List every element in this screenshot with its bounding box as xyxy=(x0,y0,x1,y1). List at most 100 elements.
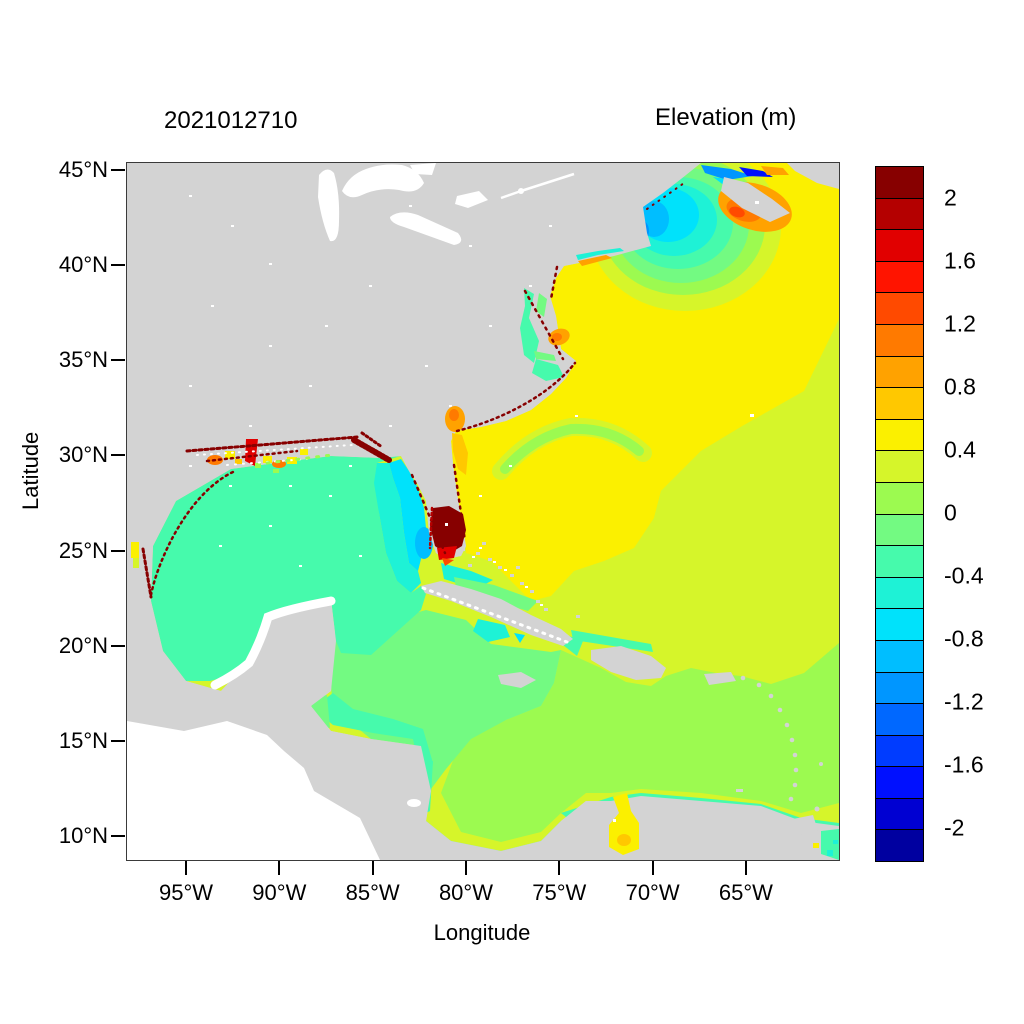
ne-florida-gold-band xyxy=(452,433,468,475)
lake-michigan xyxy=(318,169,340,242)
delaware-bay-fringe xyxy=(536,293,547,317)
colorbar-cell xyxy=(876,577,923,610)
colorbar-cell xyxy=(876,198,923,231)
gulf-stream-front-inner xyxy=(500,423,644,474)
colorbar-cell xyxy=(876,388,923,420)
caribbean-west-region xyxy=(329,610,561,789)
laguna-madre-yellow xyxy=(131,542,139,558)
lakes-and-white-features xyxy=(189,163,754,807)
coastal-speckles xyxy=(141,180,688,644)
campeche-bank-white xyxy=(210,596,336,690)
x-axis-label: Longitude xyxy=(433,920,531,945)
puerto-rico xyxy=(704,672,736,685)
y-tick-label: 40°N xyxy=(58,252,108,278)
colorbar-cell xyxy=(876,167,923,199)
coastal-detail-layer xyxy=(131,180,839,860)
nova-scotia xyxy=(721,177,790,222)
lake-maracaibo xyxy=(609,793,639,855)
colorbar-tick-label: -2 xyxy=(944,814,965,841)
pamlico-sound-fringe xyxy=(532,359,564,381)
colorbar-cell xyxy=(876,230,923,262)
y-tick-label: 25°N xyxy=(58,537,108,563)
x-tick-label: 95°W xyxy=(158,880,214,905)
y-tick-label: 20°N xyxy=(58,632,108,658)
st-lawrence-river xyxy=(500,172,575,200)
georgian-bay xyxy=(410,163,436,175)
colorbar-cell xyxy=(876,514,923,547)
sargasso-wedge xyxy=(641,425,744,553)
x-tick-mark xyxy=(278,861,281,875)
long-island-south-orange xyxy=(578,255,612,266)
outside-domain-region xyxy=(127,721,380,860)
lesser-antilles xyxy=(736,675,823,836)
colorbar-cell xyxy=(876,830,923,862)
lake-ontario xyxy=(455,191,488,208)
west-florida-shelf-turquoise xyxy=(374,463,421,593)
y-tick-mark xyxy=(111,739,125,742)
colorbar-tick-label: 0 xyxy=(944,499,957,526)
cuba-ne-spring-band xyxy=(571,630,653,652)
x-tick-label: 65°W xyxy=(718,880,773,905)
gulf-of-paria-band xyxy=(821,829,839,860)
x-tick-label: 80°W xyxy=(438,880,493,905)
colorbar-cell xyxy=(876,640,923,673)
tobago xyxy=(814,806,820,812)
colorbar-cell xyxy=(876,419,923,452)
colorbar-cell xyxy=(876,704,923,736)
gulf-of-mexico-region xyxy=(151,456,426,681)
south-florida-darkred-blob xyxy=(430,506,466,555)
colorbar xyxy=(875,166,924,862)
bahamas xyxy=(461,542,580,618)
colorbar-cell xyxy=(876,767,923,799)
turks-and-caicos xyxy=(576,615,580,618)
albemarle-fringe xyxy=(534,351,556,361)
lake-nicaragua xyxy=(407,799,421,807)
colorbar-tick-label: -0.8 xyxy=(944,625,984,652)
colorbar-cell xyxy=(876,324,923,357)
colorbar-cell xyxy=(876,546,923,578)
x-tick-mark xyxy=(558,861,561,875)
colorbar-title: Elevation (m) xyxy=(655,104,797,131)
colorbar-cell xyxy=(876,261,923,294)
continent-land-mask xyxy=(127,163,839,860)
x-tick-label: 85°W xyxy=(345,880,400,905)
x-tick-label: 75°W xyxy=(532,880,587,905)
small-inland-lakes xyxy=(189,195,578,567)
trinidad xyxy=(793,815,818,836)
plot-timestamp-title: 2021012710 xyxy=(164,107,298,134)
x-tick-label: 70°W xyxy=(625,880,680,905)
y-tick-mark xyxy=(111,169,125,171)
x-tick-mark xyxy=(464,861,467,875)
y-tick-label: 15°N xyxy=(58,727,108,753)
x-tick-label: 90°W xyxy=(252,880,307,905)
south-florida-red-fringe xyxy=(437,546,457,560)
x-tick-mark xyxy=(651,861,654,875)
hispaniola xyxy=(591,646,666,680)
honduras-coastal-band xyxy=(313,693,433,791)
river-junction xyxy=(518,188,524,194)
bermuda-speck xyxy=(750,414,754,417)
cuba-south-cyan-spot xyxy=(514,633,525,643)
newfoundland-corner xyxy=(787,163,839,189)
jamaica xyxy=(498,672,536,688)
colorbar-tick-label: 0.4 xyxy=(944,436,976,463)
chesapeake-bay-fringe xyxy=(520,288,539,363)
y-tick-mark xyxy=(111,644,125,647)
cuba-north-green-patch xyxy=(454,577,538,611)
colorbar-tick-label: 0.8 xyxy=(944,373,976,400)
y-tick-label: 10°N xyxy=(58,823,108,849)
colorbar-cell xyxy=(876,735,923,768)
cape-breton-orange-wedge xyxy=(761,166,789,175)
colorbar-cell xyxy=(876,356,923,389)
colorbar-cell xyxy=(876,482,923,515)
lake-erie xyxy=(390,212,462,245)
x-tick-mark xyxy=(185,861,188,875)
caribbean-east-region xyxy=(441,643,839,842)
barbados xyxy=(819,762,823,766)
colorbar-tick-label: 1.2 xyxy=(944,310,976,337)
margarita xyxy=(736,789,743,792)
colorbar-cell xyxy=(876,609,923,641)
y-tick-mark xyxy=(111,549,125,552)
gulf-stream-yellow-lobe xyxy=(547,469,635,561)
